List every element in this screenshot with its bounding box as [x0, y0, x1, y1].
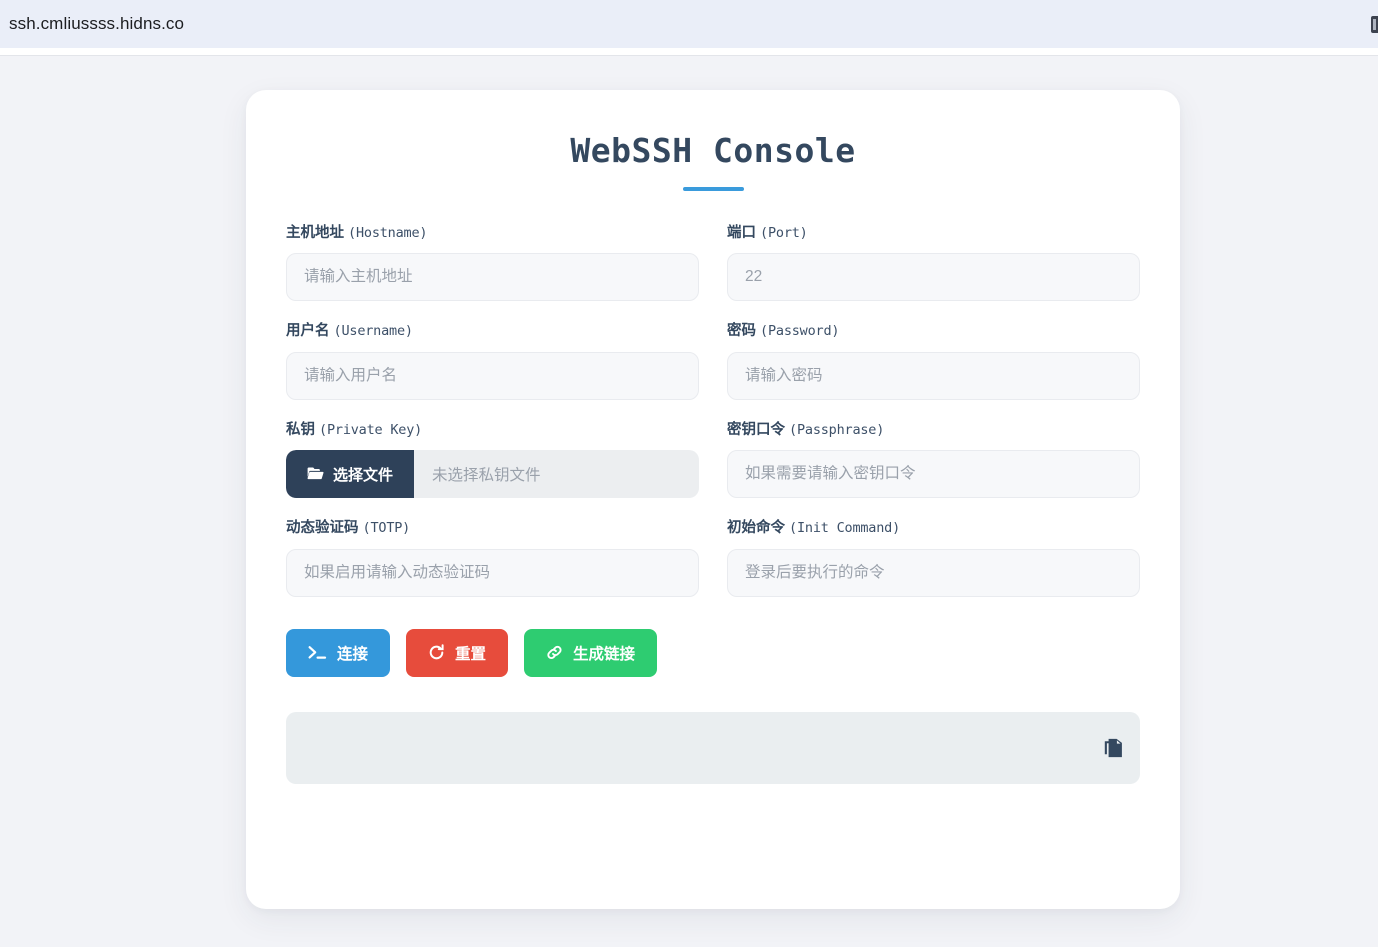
label-totp-cn: 动态验证码 [286, 520, 359, 537]
label-totp-en: (TOTP) [362, 520, 411, 537]
label-username-en: (Username) [333, 323, 413, 340]
label-hostname-cn: 主机地址 [286, 225, 344, 241]
label-passphrase: 密钥口令 (Passphrase) [727, 422, 1140, 439]
port-input[interactable] [727, 253, 1140, 302]
password-input[interactable] [727, 351, 1140, 400]
reset-button[interactable]: 重置 [406, 628, 509, 677]
init-command-input[interactable] [727, 548, 1140, 597]
label-private-key-en: (Private Key) [319, 421, 423, 438]
label-port: 端口 (Port) [727, 225, 1140, 242]
label-port-en: (Port) [760, 225, 808, 241]
label-totp: 动态验证码 (TOTP) [286, 520, 699, 537]
output-panel [286, 711, 1140, 784]
page-body: WebSSH Console 主机地址 (Hostname) 端口 (Port) [0, 57, 1378, 947]
topbar-seam [0, 48, 1378, 56]
label-password: 密码 (Password) [727, 323, 1140, 340]
label-init-command: 初始命令 (Init Command) [727, 520, 1140, 537]
private-key-file-row: 选择文件 未选择私钥文件 [286, 450, 699, 499]
label-private-key: 私钥 (Private Key) [286, 422, 699, 439]
label-passphrase-cn: 密钥口令 [727, 421, 785, 438]
browser-top-bar: ssh.cmliussss.hidns.co [0, 0, 1378, 48]
title-accent-bar [682, 187, 744, 191]
websh-console-card: WebSSH Console 主机地址 (Hostname) 端口 (Port) [246, 90, 1180, 909]
field-init-command: 初始命令 (Init Command) [727, 520, 1140, 597]
generate-link-button[interactable]: 生成链接 [524, 628, 658, 677]
label-password-cn: 密码 [727, 323, 756, 340]
label-init-command-en: (Init Command) [789, 520, 901, 537]
reset-label: 重置 [455, 645, 487, 663]
action-button-row: 连接 重置 生成链接 [246, 628, 1180, 677]
url-text[interactable]: ssh.cmliussss.hidns.co [9, 14, 185, 33]
field-passphrase: 密钥口令 (Passphrase) [727, 422, 1140, 499]
choose-file-label: 选择文件 [333, 466, 394, 484]
file-status-text: 未选择私钥文件 [432, 467, 541, 485]
choose-file-button[interactable]: 选择文件 [286, 450, 415, 499]
generate-link-label: 生成链接 [573, 645, 636, 663]
label-username-cn: 用户名 [286, 323, 330, 340]
label-init-command-cn: 初始命令 [727, 520, 785, 537]
page-title: WebSSH Console [570, 131, 856, 170]
connect-label: 连接 [337, 645, 369, 663]
field-private-key: 私钥 (Private Key) 选择文件 未选择私钥文件 [286, 422, 699, 499]
field-totp: 动态验证码 (TOTP) [286, 520, 699, 597]
label-port-cn: 端口 [727, 225, 756, 241]
field-username: 用户名 (Username) [286, 323, 699, 400]
totp-input[interactable] [286, 548, 699, 597]
label-username: 用户名 (Username) [286, 323, 699, 340]
label-hostname: 主机地址 (Hostname) [286, 225, 699, 242]
field-port: 端口 (Port) [727, 225, 1140, 302]
hostname-input[interactable] [286, 253, 699, 302]
field-hostname: 主机地址 (Hostname) [286, 225, 699, 302]
link-icon [546, 644, 563, 661]
copy-icon[interactable] [1104, 738, 1123, 758]
connect-button[interactable]: 连接 [286, 628, 391, 677]
label-passphrase-en: (Passphrase) [789, 421, 885, 438]
refresh-icon [428, 644, 445, 661]
terminal-prompt-icon [308, 645, 327, 660]
connection-form: 主机地址 (Hostname) 端口 (Port) 用户名 (Username) [246, 225, 1180, 619]
edge-partial-icon[interactable] [1371, 15, 1378, 33]
field-password: 密码 (Password) [727, 323, 1140, 400]
label-hostname-en: (Hostname) [348, 225, 428, 241]
label-private-key-cn: 私钥 [286, 421, 315, 438]
username-input[interactable] [286, 351, 699, 400]
folder-icon [307, 467, 324, 481]
label-password-en: (Password) [760, 323, 840, 340]
passphrase-input[interactable] [727, 450, 1140, 499]
